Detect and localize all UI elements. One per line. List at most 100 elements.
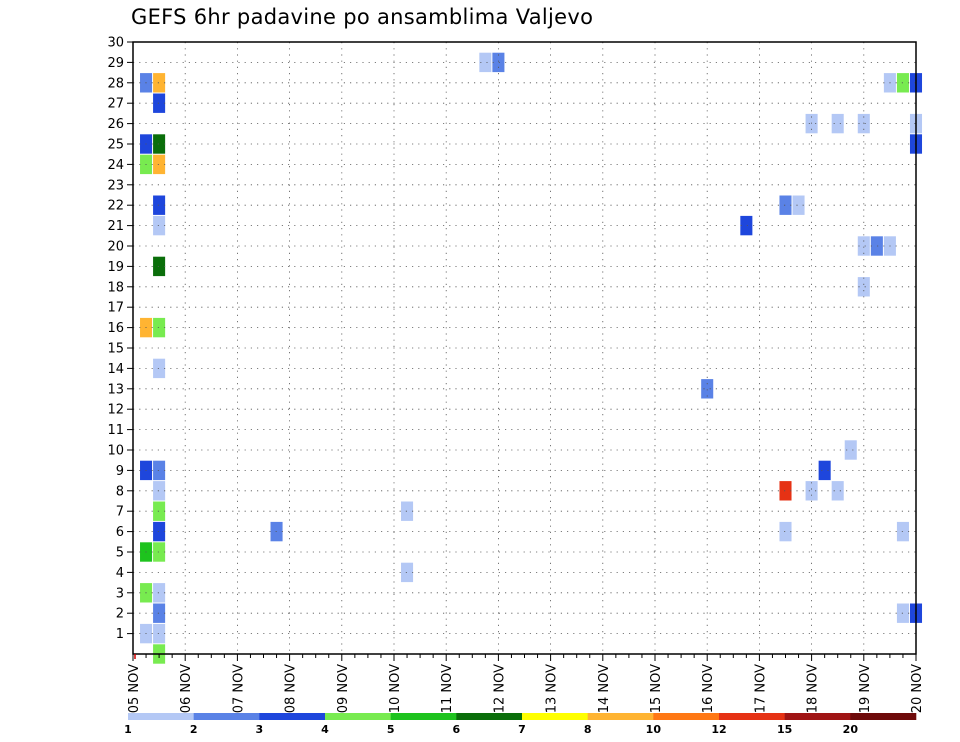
heatmap-cell — [153, 623, 166, 644]
y-tick-label: 17 — [107, 301, 124, 316]
y-tick-label: 26 — [107, 117, 124, 132]
heatmap-cell — [779, 521, 792, 542]
y-tick-label: 20 — [107, 240, 124, 255]
x-tick-label: 05 NOV — [127, 664, 142, 713]
heatmap-cell — [153, 460, 166, 481]
y-tick-label: 6 — [116, 525, 124, 540]
legend-label: 15 — [777, 723, 792, 736]
y-tick-label: 28 — [107, 76, 124, 91]
heatmap-cell — [153, 195, 166, 215]
y-tick-label: 16 — [107, 321, 124, 336]
legend-swatch — [522, 713, 588, 720]
y-tick-label: 4 — [116, 566, 124, 581]
heatmap-cell — [831, 481, 844, 501]
legend-swatch — [390, 713, 457, 720]
heatmap-cell — [153, 583, 166, 603]
legend-swatch — [850, 713, 917, 720]
heatmap-cell — [870, 236, 883, 256]
y-tick-label: 7 — [116, 505, 124, 520]
heatmap-cell — [153, 521, 166, 542]
legend-label: 3 — [256, 723, 264, 736]
x-tick-label: 15 NOV — [649, 664, 664, 713]
heatmap-cell — [401, 562, 414, 583]
legend-label: 6 — [453, 723, 461, 736]
legend-swatch — [587, 713, 654, 720]
heatmap-cells — [140, 52, 923, 664]
y-tick-label: 10 — [107, 444, 124, 459]
color-legend: 1 2 3 4 5 6 7 8 10 12 15 20 — [124, 713, 917, 736]
heatmap-cell — [153, 73, 166, 93]
y-tick-label: 25 — [107, 138, 124, 153]
x-tick-label: 20 NOV — [910, 664, 925, 713]
heatmap-cell — [401, 501, 414, 521]
y-tick-label: 14 — [107, 362, 124, 377]
legend-swatch — [719, 713, 785, 720]
heatmap-cell — [805, 481, 818, 501]
y-tick-label: 2 — [116, 607, 124, 622]
x-tick-label: 17 NOV — [753, 664, 768, 713]
legend-label: 12 — [711, 723, 726, 736]
legend-swatch — [456, 713, 523, 720]
y-tick-label: 15 — [107, 342, 124, 357]
x-tick-label: 14 NOV — [597, 664, 612, 713]
y-tick-label: 9 — [116, 464, 124, 479]
heatmap-cell — [153, 256, 166, 277]
y-tick-label: 13 — [107, 382, 124, 397]
x-tick-label: 09 NOV — [336, 664, 351, 713]
legend-swatch — [128, 713, 194, 720]
y-tick-label: 27 — [107, 97, 124, 112]
heatmap-cell — [779, 195, 792, 215]
legend-label: 1 — [124, 723, 132, 736]
heatmap-cell — [831, 113, 844, 134]
legend-swatch — [325, 713, 391, 720]
x-tick-label: 07 NOV — [231, 664, 246, 713]
heatmap-cell — [818, 460, 831, 481]
legend-label: 8 — [584, 723, 592, 736]
y-tick-label: 18 — [107, 280, 124, 295]
heatmap-cell — [153, 501, 166, 521]
legend-swatch — [193, 713, 260, 720]
legend-label: 20 — [843, 723, 859, 736]
heatmap-cell — [153, 358, 166, 379]
y-tick-label: 23 — [107, 178, 124, 193]
heatmap-cell — [792, 195, 805, 215]
chart-title: GEFS 6hr padavine po ansamblima Valjevo — [131, 5, 594, 29]
legend-label: 5 — [387, 723, 395, 736]
y-tick-label: 12 — [107, 403, 124, 418]
x-tick-label: 12 NOV — [492, 664, 507, 713]
legend-swatch — [784, 713, 851, 720]
heatmap-cell — [857, 277, 870, 297]
x-tick-label: 19 NOV — [858, 664, 873, 713]
heatmap-cell — [701, 379, 714, 399]
y-tick-label: 1 — [116, 627, 124, 642]
legend-swatch — [653, 713, 720, 720]
heatmap-cell — [153, 481, 166, 501]
x-tick-label: 13 NOV — [545, 664, 560, 713]
y-tick-label: 11 — [107, 423, 124, 438]
heatmap-cell — [479, 52, 492, 73]
heatmap-cell — [153, 93, 166, 113]
heatmap-cell — [844, 440, 857, 460]
legend-swatch — [259, 713, 326, 720]
heatmap-cell — [153, 134, 166, 154]
y-tick-label: 19 — [107, 260, 124, 275]
y-tick-label: 29 — [107, 56, 124, 71]
heatmap-cell — [153, 542, 166, 562]
x-tick-label: 18 NOV — [806, 664, 821, 713]
heatmap-cell — [492, 52, 505, 73]
grid-lines — [133, 42, 916, 654]
legend-label: 10 — [646, 723, 662, 736]
x-tick-label: 16 NOV — [701, 664, 716, 713]
y-tick-label: 5 — [116, 546, 124, 561]
legend-label: 7 — [518, 723, 526, 736]
x-tick-label: 11 NOV — [440, 664, 455, 713]
heatmap-cell — [153, 317, 166, 338]
x-tick-label: 06 NOV — [179, 664, 194, 713]
heatmap-cell — [779, 481, 792, 501]
y-tick-label: 8 — [116, 484, 124, 499]
y-tick-label: 24 — [107, 158, 124, 173]
legend-label: 4 — [321, 723, 329, 736]
y-tick-label: 30 — [107, 36, 124, 51]
x-tick-label: 08 NOV — [284, 664, 299, 713]
